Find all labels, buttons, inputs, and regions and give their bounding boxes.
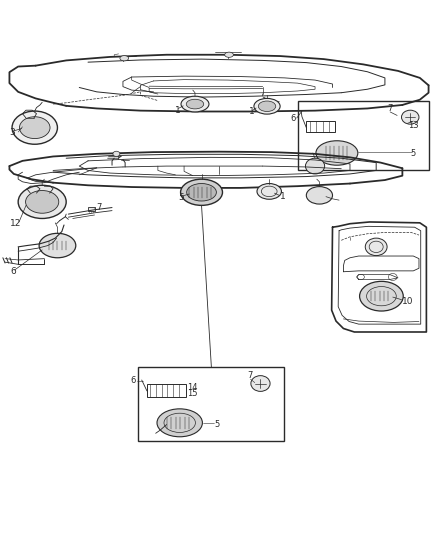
- Text: 5: 5: [178, 193, 184, 202]
- Text: 7: 7: [96, 203, 101, 212]
- Ellipse shape: [306, 187, 332, 204]
- Ellipse shape: [360, 281, 403, 311]
- Ellipse shape: [186, 99, 204, 109]
- Ellipse shape: [39, 233, 76, 258]
- Text: 3: 3: [10, 127, 15, 136]
- Ellipse shape: [258, 101, 276, 111]
- Text: 5: 5: [410, 149, 416, 158]
- Ellipse shape: [251, 376, 270, 391]
- Ellipse shape: [225, 52, 233, 58]
- Text: 10: 10: [403, 297, 414, 306]
- Ellipse shape: [365, 238, 387, 256]
- Text: 1: 1: [280, 192, 286, 201]
- Ellipse shape: [257, 183, 282, 199]
- Ellipse shape: [113, 151, 120, 157]
- Ellipse shape: [402, 110, 419, 124]
- Ellipse shape: [19, 117, 50, 139]
- Text: 15: 15: [187, 390, 198, 399]
- Bar: [88, 207, 95, 211]
- Ellipse shape: [305, 158, 325, 174]
- Ellipse shape: [12, 111, 57, 144]
- Text: 7: 7: [387, 104, 392, 113]
- Ellipse shape: [187, 183, 216, 201]
- Ellipse shape: [254, 99, 280, 114]
- Ellipse shape: [18, 185, 66, 219]
- Text: 12: 12: [11, 219, 21, 228]
- Text: 6: 6: [290, 114, 295, 123]
- Bar: [306, 121, 335, 132]
- Text: 13: 13: [408, 121, 418, 130]
- Text: 1: 1: [175, 106, 181, 115]
- Text: 7: 7: [247, 371, 253, 380]
- Bar: [297, 101, 428, 171]
- Text: 14: 14: [187, 383, 198, 392]
- Ellipse shape: [157, 409, 202, 437]
- Ellipse shape: [180, 179, 223, 205]
- Bar: [147, 384, 186, 398]
- Ellipse shape: [25, 190, 59, 213]
- Text: 6: 6: [11, 267, 16, 276]
- Ellipse shape: [181, 96, 209, 112]
- Text: 1: 1: [249, 108, 254, 116]
- Ellipse shape: [120, 55, 129, 61]
- Text: 5: 5: [215, 420, 220, 429]
- Bar: [138, 367, 285, 441]
- Text: 6: 6: [131, 376, 136, 384]
- Ellipse shape: [316, 141, 358, 165]
